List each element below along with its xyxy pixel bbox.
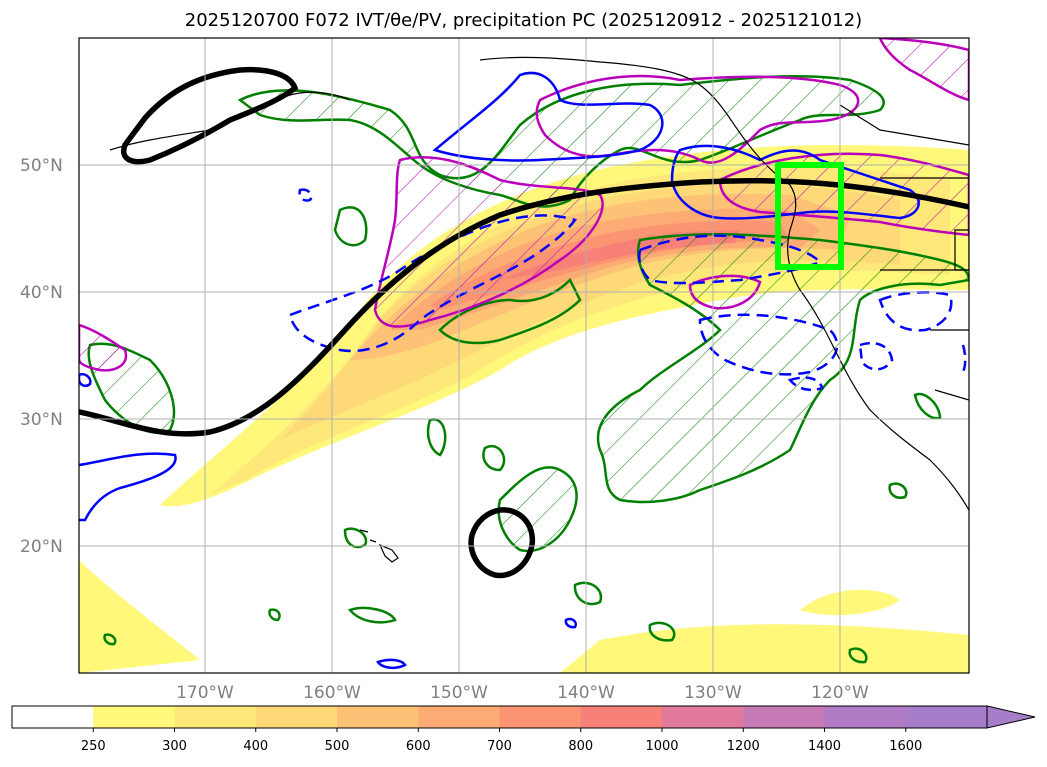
colorbar: 250 300 400 500 600 700 800 1000 1200 1400 1600 — [11, 705, 1036, 754]
lat-label-50: 50°N — [20, 156, 63, 176]
lat-label-20: 20°N — [20, 537, 63, 557]
colorbar-cell — [499, 706, 582, 728]
lat-label-40: 40°N — [20, 283, 63, 303]
map-panel — [78, 37, 970, 674]
lon-label-150w: 150°W — [430, 683, 488, 703]
colorbar-cell — [255, 706, 338, 728]
colorbar-cell — [743, 706, 825, 728]
colorbar-cell — [12, 706, 94, 728]
colorbar-tick-label: 500 — [325, 739, 350, 754]
colorbar-extend-arrow — [986, 705, 1036, 729]
colorbar-cell — [93, 706, 175, 728]
lat-labels: 50°N 40°N 30°N 20°N — [20, 156, 63, 557]
colorbar-cell — [418, 706, 500, 728]
colorbar-tick-label: 600 — [406, 739, 431, 754]
lon-label-130w: 130°W — [684, 683, 742, 703]
lon-label-170w: 170°W — [176, 683, 234, 703]
lon-label-140w: 140°W — [557, 683, 615, 703]
lat-label-30: 30°N — [20, 410, 63, 430]
region-highlight-box — [775, 162, 844, 270]
colorbar-tick-label: 1600 — [889, 739, 922, 754]
colorbar-cell — [174, 706, 257, 728]
colorbar-cell — [580, 706, 663, 728]
colorbar-cell — [824, 706, 907, 728]
colorbar-tick-label: 400 — [243, 739, 268, 754]
map-title: 2025120700 F072 IVT/θe/PV, precipitation… — [184, 10, 863, 31]
colorbar-cell — [905, 706, 988, 728]
lon-label-160w: 160°W — [303, 683, 361, 703]
lon-label-120w: 120°W — [811, 683, 869, 703]
colorbar-tick-label: 800 — [568, 739, 593, 754]
colorbar-cell — [662, 706, 744, 728]
colorbar-tick-label: 1200 — [727, 739, 760, 754]
colorbar-tick-label: 700 — [487, 739, 512, 754]
colorbar-tick-label: 1400 — [808, 739, 841, 754]
colorbar-tick-label: 300 — [162, 739, 187, 754]
colorbar-cell — [337, 706, 419, 728]
colorbar-tick-label: 1000 — [645, 739, 678, 754]
lon-labels: 170°W 160°W 150°W 140°W 130°W 120°W — [176, 683, 869, 703]
colorbar-tick-label: 250 — [81, 739, 106, 754]
